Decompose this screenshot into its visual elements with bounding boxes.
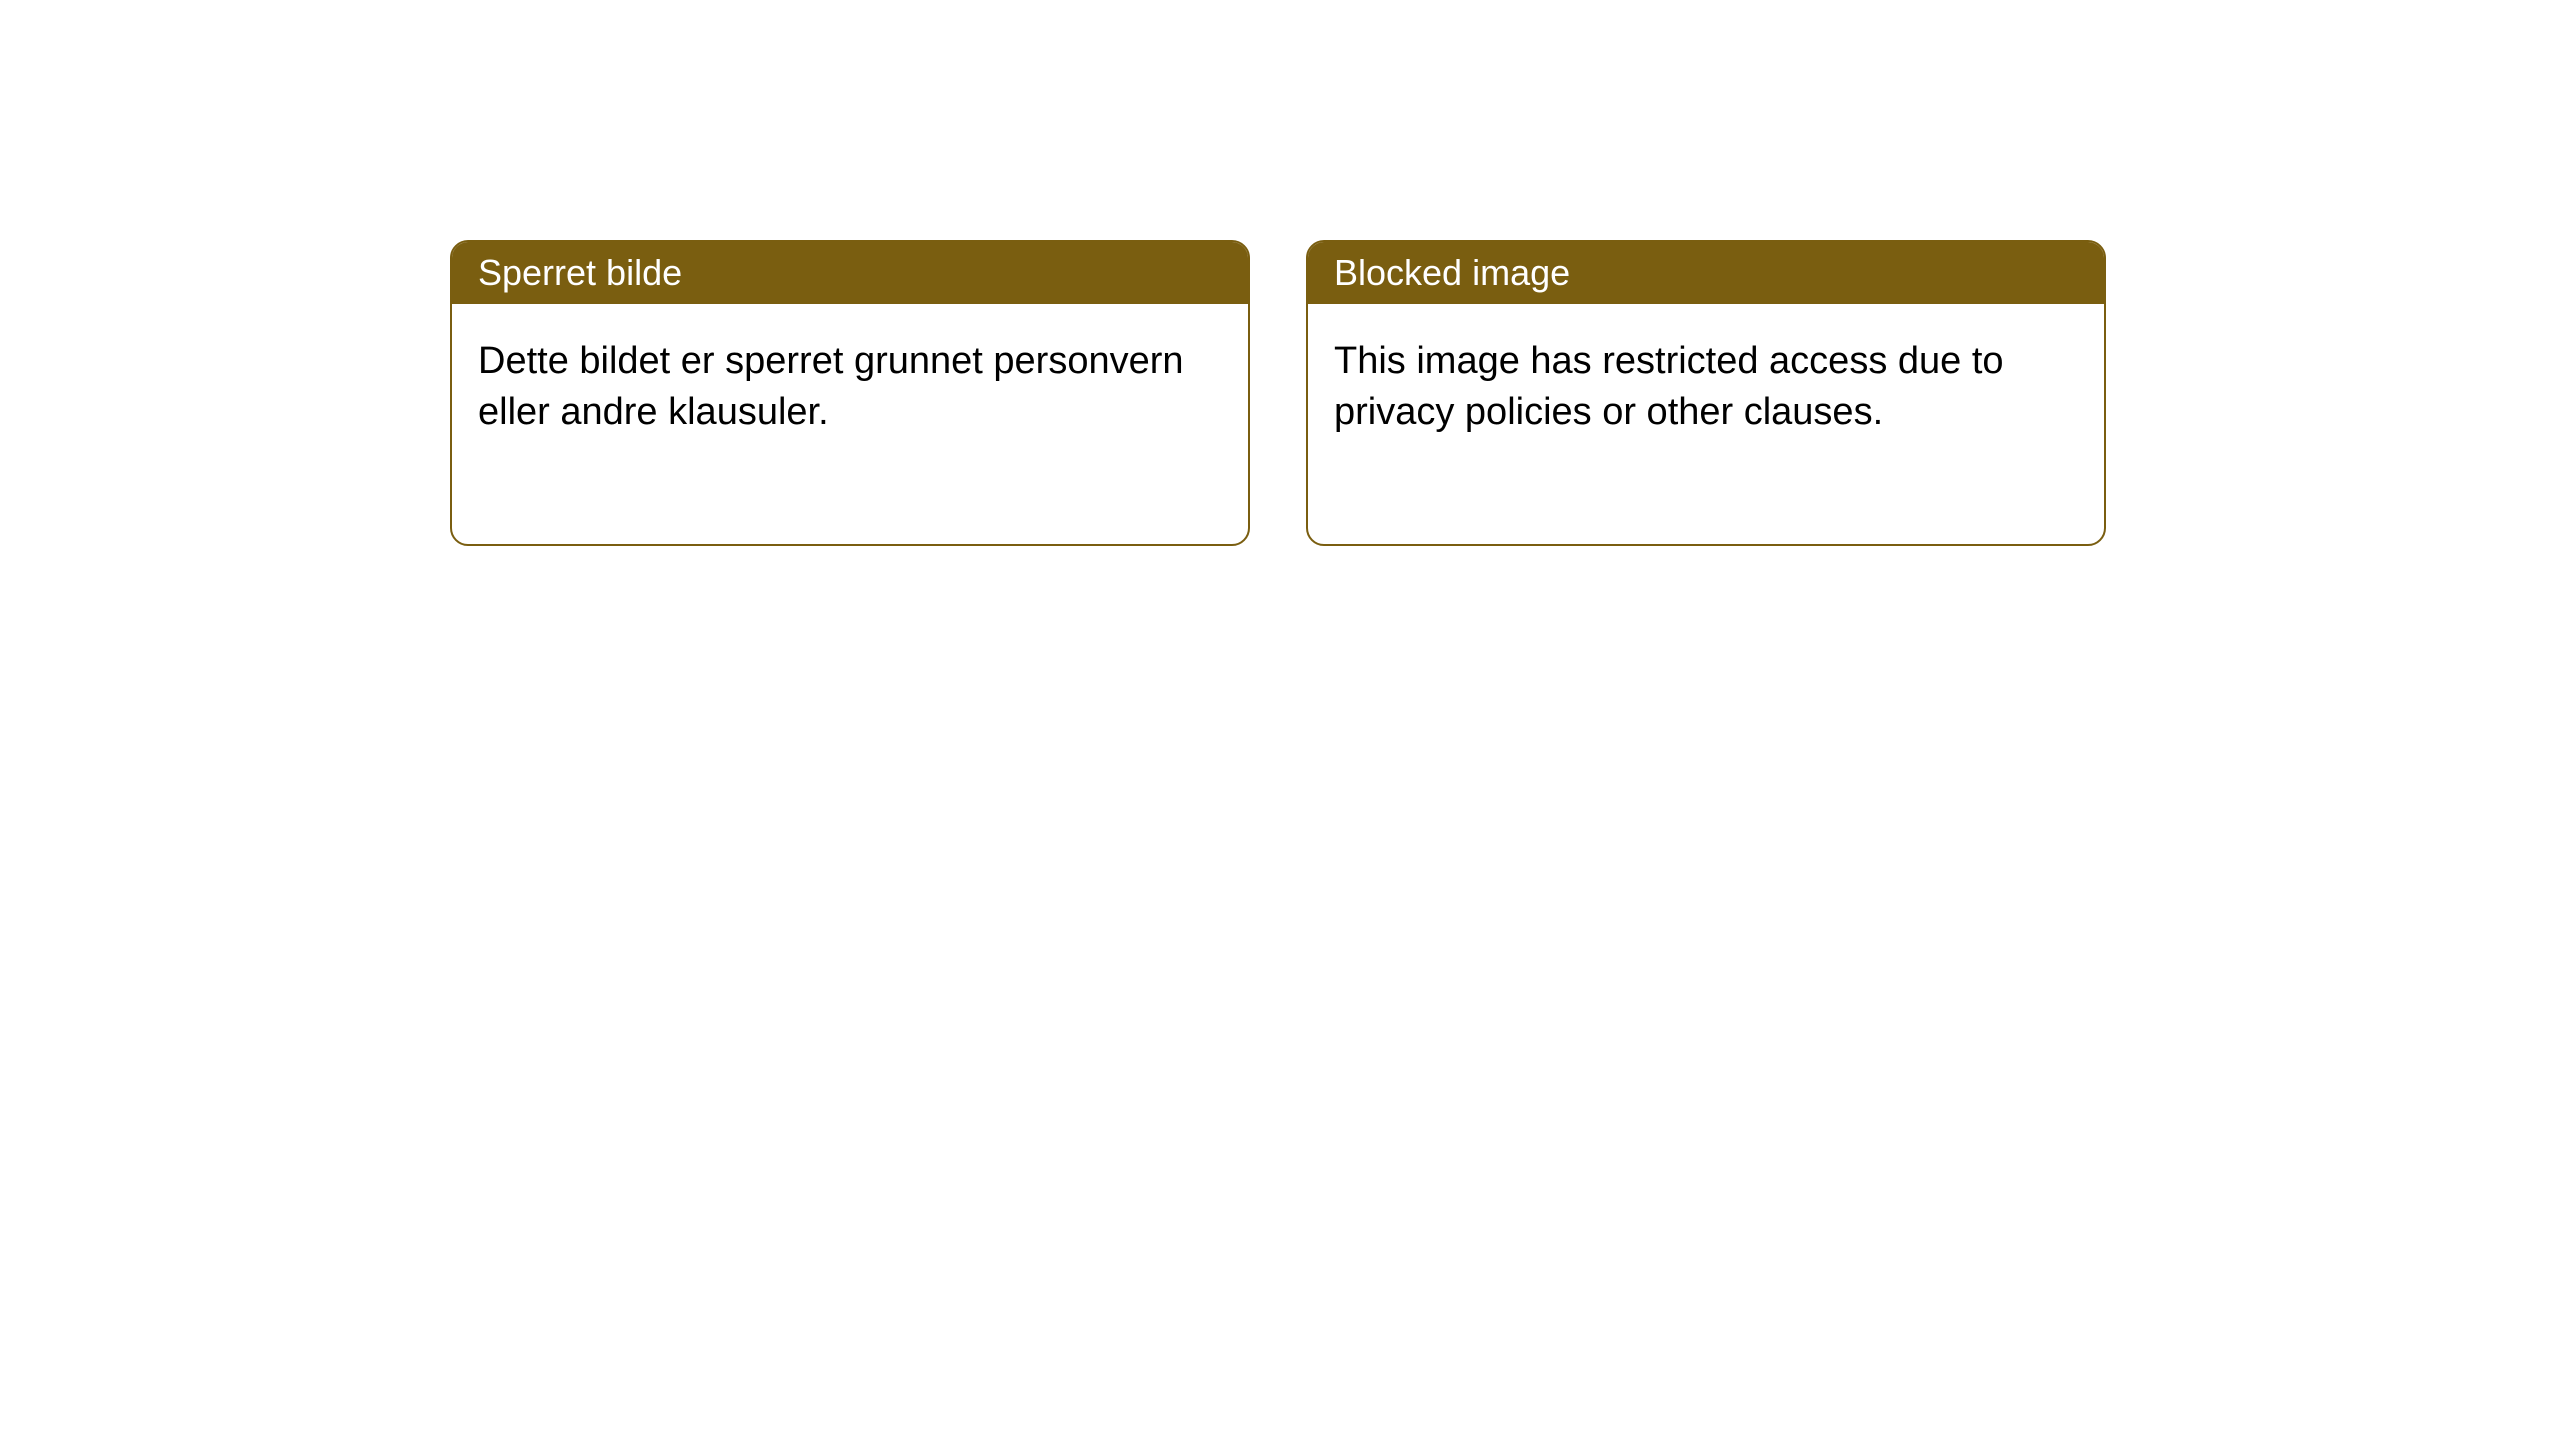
notice-card-norwegian: Sperret bilde Dette bildet er sperret gr…	[450, 240, 1250, 546]
notice-body: This image has restricted access due to …	[1308, 304, 2104, 544]
notice-card-english: Blocked image This image has restricted …	[1306, 240, 2106, 546]
notice-header: Sperret bilde	[452, 242, 1248, 304]
notice-header: Blocked image	[1308, 242, 2104, 304]
notices-container: Sperret bilde Dette bildet er sperret gr…	[450, 240, 2106, 546]
notice-body: Dette bildet er sperret grunnet personve…	[452, 304, 1248, 544]
